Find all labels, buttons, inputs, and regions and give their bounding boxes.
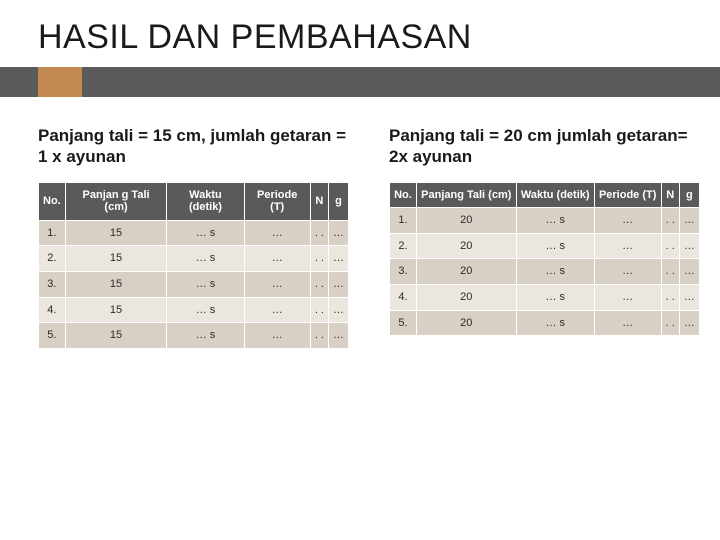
table-cell: . . bbox=[661, 233, 679, 259]
table-cell: 5. bbox=[390, 310, 417, 336]
table-row: 3.20… s…. .… bbox=[390, 259, 700, 285]
table-cell: … s bbox=[516, 233, 594, 259]
table-row: 2.20… s…. .… bbox=[390, 233, 700, 259]
table-cell: 5. bbox=[39, 323, 66, 349]
table-cell: 3. bbox=[39, 272, 66, 298]
table-cell: 20 bbox=[416, 285, 516, 311]
right-body: 1.20… s…. .…2.20… s…. .…3.20… s…. .…4.20… bbox=[390, 208, 700, 336]
table-cell: … bbox=[594, 310, 661, 336]
table-cell: … s bbox=[516, 259, 594, 285]
table-cell: . . bbox=[661, 285, 679, 311]
table-cell: 3. bbox=[390, 259, 417, 285]
table-cell: . . bbox=[310, 246, 328, 272]
left-table: No.Panjan g Tali (cm)Waktu (detik)Period… bbox=[38, 182, 349, 349]
table-cell: 15 bbox=[65, 272, 167, 298]
table-cell: … bbox=[244, 323, 310, 349]
table-cell: … bbox=[328, 272, 348, 298]
table-cell: . . bbox=[661, 208, 679, 234]
column-header: g bbox=[679, 182, 699, 208]
table-cell: … bbox=[679, 285, 699, 311]
table-cell: 4. bbox=[390, 285, 417, 311]
table-cell: … s bbox=[516, 310, 594, 336]
accent-box bbox=[38, 67, 82, 97]
right-table: No.Panjang Tali (cm)Waktu (detik)Periode… bbox=[389, 182, 700, 337]
table-cell: … s bbox=[167, 297, 244, 323]
table-cell: . . bbox=[310, 272, 328, 298]
table-cell: 1. bbox=[39, 220, 66, 246]
table-cell: 20 bbox=[416, 208, 516, 234]
table-cell: … s bbox=[516, 208, 594, 234]
table-cell: … s bbox=[167, 220, 244, 246]
column-header: Panjan g Tali (cm) bbox=[65, 182, 167, 220]
table-cell: 15 bbox=[65, 246, 167, 272]
table-row: 4.15… s…. .… bbox=[39, 297, 349, 323]
table-cell: … bbox=[244, 220, 310, 246]
table-cell: … bbox=[594, 233, 661, 259]
accent-bar bbox=[0, 67, 720, 97]
table-cell: 2. bbox=[39, 246, 66, 272]
table-row: 1.15… s…. .… bbox=[39, 220, 349, 246]
table-cell: … bbox=[679, 259, 699, 285]
table-cell: … bbox=[328, 246, 348, 272]
table-cell: … bbox=[594, 259, 661, 285]
column-header: N bbox=[661, 182, 679, 208]
table-row: 5.20… s…. .… bbox=[390, 310, 700, 336]
table-cell: … bbox=[594, 208, 661, 234]
table-cell: … bbox=[679, 208, 699, 234]
table-cell: . . bbox=[310, 323, 328, 349]
content-area: Panjang tali = 15 cm, jumlah getaran = 1… bbox=[0, 97, 720, 349]
table-cell: … bbox=[328, 220, 348, 246]
left-heading: Panjang tali = 15 cm, jumlah getaran = 1… bbox=[38, 125, 349, 168]
column-header: g bbox=[328, 182, 348, 220]
table-cell: … bbox=[679, 233, 699, 259]
table-row: 5.15… s…. .… bbox=[39, 323, 349, 349]
table-cell: … bbox=[244, 246, 310, 272]
column-header: N bbox=[310, 182, 328, 220]
table-cell: … bbox=[244, 272, 310, 298]
table-cell: … s bbox=[516, 285, 594, 311]
right-heading: Panjang tali = 20 cm jumlah getaran= 2x … bbox=[389, 125, 700, 168]
column-header: No. bbox=[39, 182, 66, 220]
column-header: Periode (T) bbox=[244, 182, 310, 220]
table-row: 3.15… s…. .… bbox=[39, 272, 349, 298]
column-header: Waktu (detik) bbox=[516, 182, 594, 208]
table-cell: … s bbox=[167, 246, 244, 272]
table-cell: … bbox=[244, 297, 310, 323]
table-row: 2.15… s…. .… bbox=[39, 246, 349, 272]
page-title: HASIL DAN PEMBAHASAN bbox=[0, 0, 720, 67]
table-cell: … s bbox=[167, 272, 244, 298]
column-header: Panjang Tali (cm) bbox=[416, 182, 516, 208]
table-cell: 20 bbox=[416, 259, 516, 285]
left-header-row: No.Panjan g Tali (cm)Waktu (detik)Period… bbox=[39, 182, 349, 220]
table-cell: 15 bbox=[65, 297, 167, 323]
table-cell: . . bbox=[310, 297, 328, 323]
table-cell: 1. bbox=[390, 208, 417, 234]
table-cell: . . bbox=[661, 259, 679, 285]
table-cell: … bbox=[328, 297, 348, 323]
table-cell: 15 bbox=[65, 220, 167, 246]
table-cell: … s bbox=[167, 323, 244, 349]
table-cell: . . bbox=[310, 220, 328, 246]
table-cell: … bbox=[328, 323, 348, 349]
table-cell: 20 bbox=[416, 310, 516, 336]
column-header: Waktu (detik) bbox=[167, 182, 244, 220]
table-cell: 4. bbox=[39, 297, 66, 323]
right-block: Panjang tali = 20 cm jumlah getaran= 2x … bbox=[389, 125, 700, 349]
table-cell: … bbox=[679, 310, 699, 336]
table-cell: 2. bbox=[390, 233, 417, 259]
table-row: 1.20… s…. .… bbox=[390, 208, 700, 234]
left-body: 1.15… s…. .…2.15… s…. .…3.15… s…. .…4.15… bbox=[39, 220, 349, 348]
table-cell: 15 bbox=[65, 323, 167, 349]
table-cell: … bbox=[594, 285, 661, 311]
left-block: Panjang tali = 15 cm, jumlah getaran = 1… bbox=[38, 125, 349, 349]
column-header: Periode (T) bbox=[594, 182, 661, 208]
right-header-row: No.Panjang Tali (cm)Waktu (detik)Periode… bbox=[390, 182, 700, 208]
column-header: No. bbox=[390, 182, 417, 208]
table-cell: 20 bbox=[416, 233, 516, 259]
table-row: 4.20… s…. .… bbox=[390, 285, 700, 311]
table-cell: . . bbox=[661, 310, 679, 336]
